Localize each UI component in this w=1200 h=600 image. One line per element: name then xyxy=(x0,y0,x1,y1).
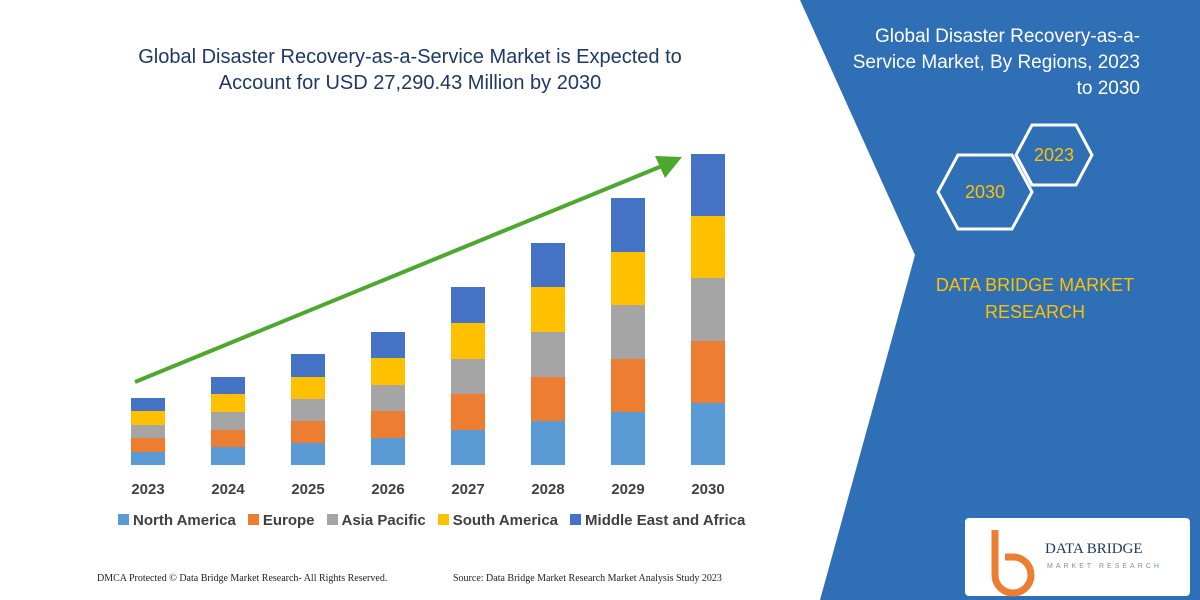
hexagon xyxy=(936,153,1034,231)
bar-segment xyxy=(211,430,245,447)
x-tick-label: 2026 xyxy=(371,481,404,498)
footer-left: DMCA Protected © Data Bridge Market Rese… xyxy=(97,573,388,584)
logo-name: DATA BRIDGE xyxy=(1045,541,1143,557)
x-tick-label: 2029 xyxy=(611,481,644,498)
bar-segment xyxy=(691,278,725,341)
hexagon-label: 2023 xyxy=(1034,145,1074,165)
bar-segment xyxy=(211,447,245,465)
bar-segment xyxy=(131,438,165,452)
bar-segment xyxy=(691,154,725,216)
bar-segment xyxy=(611,359,645,412)
hexagon xyxy=(1014,123,1094,187)
bar-segment xyxy=(131,398,165,411)
logo-icon xyxy=(991,530,1035,597)
bar-segment xyxy=(451,323,485,359)
bar-segment xyxy=(211,377,245,394)
legend-label: North America xyxy=(133,512,236,529)
chart-title: Global Disaster Recovery-as-a-Service Ma… xyxy=(138,46,682,94)
legend-swatch xyxy=(570,514,582,525)
bar-segment xyxy=(131,452,165,465)
bar-segment xyxy=(291,421,325,443)
bar-segment xyxy=(691,216,725,278)
legend-label: Asia Pacific xyxy=(341,512,426,529)
hexagon-label: 2030 xyxy=(965,182,1005,202)
footer-right: Source: Data Bridge Market Research Mark… xyxy=(453,573,722,584)
legend-swatch xyxy=(247,514,259,525)
bar-segment xyxy=(371,332,405,358)
x-tick-label: 2030 xyxy=(691,481,724,498)
bar-segment xyxy=(611,305,645,359)
bar-segment xyxy=(691,403,725,465)
legend-swatch xyxy=(118,514,129,525)
brand: DATA BRIDGE MARKET RESEARCH xyxy=(935,275,1135,322)
bar-segment xyxy=(531,287,565,332)
bar-segment xyxy=(291,354,325,377)
bar-segment xyxy=(451,359,485,394)
bar-segment xyxy=(531,332,565,377)
bar-segment xyxy=(371,385,405,411)
legend: North America Europe Asia Pacific South Ame… xyxy=(118,512,745,529)
bar-segment xyxy=(371,438,405,465)
logo-box xyxy=(965,518,1190,596)
bar-segment xyxy=(371,358,405,385)
bar-segment xyxy=(691,341,725,403)
logo-tagline: MARKET RESEARCH xyxy=(1047,563,1162,570)
bar-segment xyxy=(131,411,165,425)
bar-segment xyxy=(531,421,565,465)
legend-label: Middle East and Africa xyxy=(585,512,746,529)
legend-label: South America xyxy=(452,512,559,529)
panel-title: Global Disaster Recovery-as-a-Service Ma… xyxy=(852,26,1140,99)
x-tick-label: 2023 xyxy=(131,481,164,498)
bar-segment xyxy=(291,399,325,421)
bar-segment xyxy=(531,243,565,287)
legend-item: Asia Pacific xyxy=(326,512,426,529)
bar-segment xyxy=(131,425,165,438)
bar-segment xyxy=(611,198,645,252)
legend-swatch xyxy=(437,514,449,525)
legend-swatch xyxy=(326,514,338,525)
trend-arrowhead xyxy=(655,156,682,178)
bar-segment xyxy=(291,377,325,399)
bar-segment xyxy=(611,412,645,465)
bar-segment xyxy=(451,430,485,465)
x-tick-label: 2027 xyxy=(451,481,484,498)
legend-item: North America xyxy=(118,512,236,529)
bar-segment xyxy=(451,287,485,323)
legend-item: South America xyxy=(437,512,559,529)
trend-arrow xyxy=(134,164,663,384)
legend-item: Middle East and Africa xyxy=(570,512,745,529)
legend-label: Europe xyxy=(262,512,315,529)
bar-segment xyxy=(451,394,485,430)
bar-segment xyxy=(211,394,245,412)
x-tick-label: 2028 xyxy=(531,481,564,498)
bar-segment xyxy=(291,443,325,465)
x-tick-label: 2025 xyxy=(291,481,324,498)
bar-segment xyxy=(531,377,565,421)
bar-segment xyxy=(611,252,645,305)
x-tick-label: 2024 xyxy=(211,481,245,498)
bar-segment xyxy=(211,412,245,430)
legend-item: Europe xyxy=(247,512,315,529)
bar-segment xyxy=(371,411,405,438)
side-panel xyxy=(800,0,1200,600)
